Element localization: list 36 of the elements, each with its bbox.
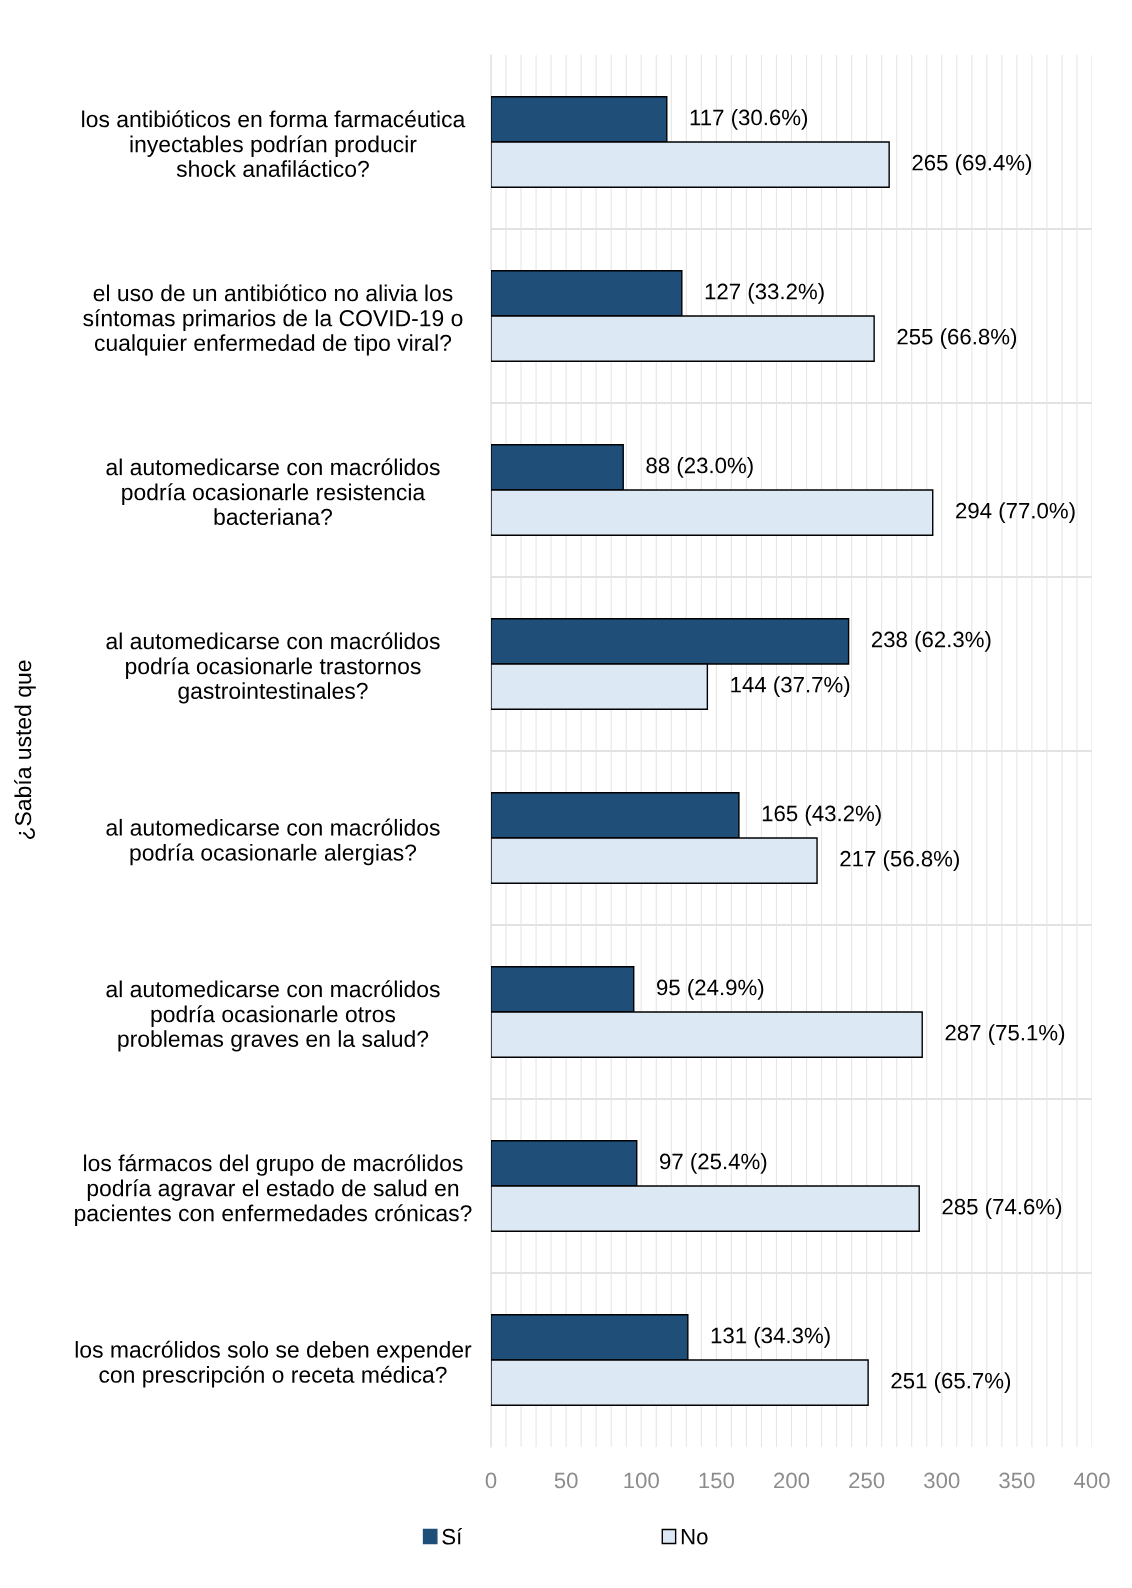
data-label: 144 (37.7%) bbox=[731, 676, 850, 697]
data-label: 165 (43.2%) bbox=[762, 805, 881, 826]
data-label: 131 (34.3%) bbox=[711, 1327, 830, 1348]
y-tick-label: al automedicarse con macrólidos podría ocasionarle trastornos gastrointestinales? bbox=[106, 632, 440, 704]
data-label: 88 (23.0%) bbox=[646, 457, 753, 478]
data-label: 285 (74.6%) bbox=[942, 1198, 1062, 1219]
data-label: 217 (56.8%) bbox=[840, 850, 959, 871]
x-tick-label: 250 bbox=[849, 1472, 885, 1489]
y-tick-label: al automedicarse con macrólidos podría ocasionarle alergias? bbox=[106, 818, 440, 866]
data-label: 251 (65.7%) bbox=[891, 1372, 1011, 1393]
y-tick-label: al automedicarse con macrólidos podría ocasionarle resistencia bacteriana? bbox=[106, 458, 440, 526]
data-label: 117 (30.6%) bbox=[690, 109, 808, 130]
x-tick-label: 50 bbox=[554, 1472, 578, 1489]
x-tick-label: 350 bbox=[999, 1472, 1035, 1489]
y-tick-label: los antibióticos en forma farmacéutica inyectables podrían producir shock anafiláctico? bbox=[82, 110, 466, 178]
y-tick-label: el uso de un antibiótico no alivia los síntomas primarios de la COVID-19 o cualquier enfermedad de tipo viral? bbox=[83, 284, 463, 356]
y-tick-label: los fármacos del grupo de macrólidos podría agravar el estado de salud en pacientes con enfermedades crónicas? bbox=[75, 1154, 472, 1226]
y-axis-title: ¿Sabía usted que bbox=[14, 660, 36, 839]
data-label: 294 (77.0%) bbox=[956, 502, 1075, 523]
data-label: 238 (62.3%) bbox=[871, 631, 991, 652]
x-tick-label: 100 bbox=[624, 1472, 659, 1489]
data-label: 287 (75.1%) bbox=[945, 1024, 1065, 1045]
y-tick-label: los macrólidos solo se deben expender con prescripción o receta médica? bbox=[75, 1340, 472, 1388]
legend-label: Sí bbox=[442, 1527, 463, 1545]
data-label: 255 (66.8%) bbox=[897, 328, 1017, 349]
legend-label: No bbox=[681, 1529, 708, 1545]
data-label: 95 (24.9%) bbox=[657, 979, 764, 1000]
x-tick-label: 0 bbox=[485, 1472, 497, 1489]
data-label: 127 (33.2%) bbox=[705, 283, 824, 304]
x-tick-label: 200 bbox=[774, 1472, 810, 1489]
data-label: 97 (25.4%) bbox=[660, 1153, 767, 1174]
y-tick-label: al automedicarse con macrólidos podría ocasionarle otros problemas graves en la salud? bbox=[106, 980, 440, 1052]
x-tick-label: 150 bbox=[699, 1472, 735, 1489]
x-tick-label: 300 bbox=[924, 1472, 960, 1489]
data-label: 265 (69.4%) bbox=[912, 154, 1032, 175]
x-tick-label: 400 bbox=[1073, 1472, 1110, 1489]
